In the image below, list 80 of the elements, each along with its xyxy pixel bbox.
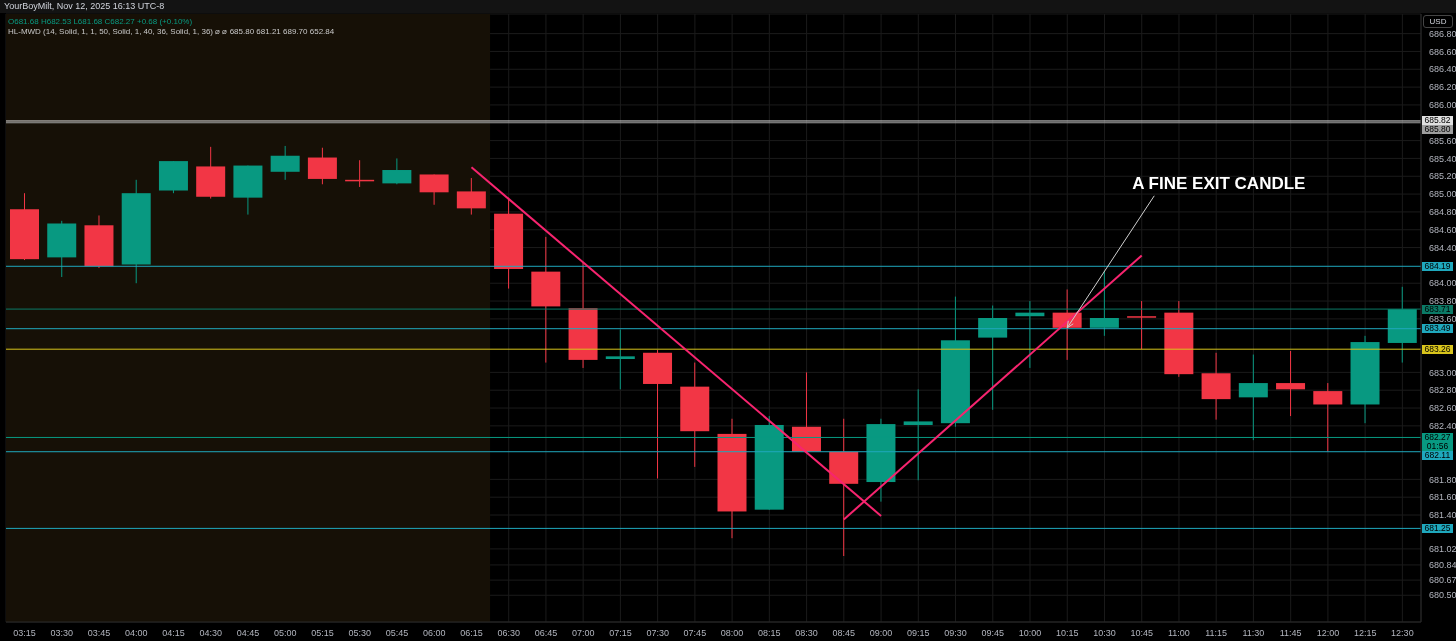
x-tick-label: 07:45 bbox=[683, 628, 707, 639]
x-tick-label: 10:15 bbox=[1055, 628, 1079, 639]
x-tick-label: 09:00 bbox=[869, 628, 893, 639]
y-tick-label: 681.02 bbox=[1429, 544, 1456, 555]
annotation: A FINE EXIT CANDLE bbox=[1132, 173, 1306, 194]
x-tick-label: 11:45 bbox=[1279, 628, 1302, 639]
y-tick-label: 681.80 bbox=[1429, 474, 1456, 485]
x-tick-label: 06:00 bbox=[422, 628, 446, 639]
y-tick-label: 683.00 bbox=[1429, 367, 1456, 378]
y-tick-label: 682.40 bbox=[1429, 421, 1456, 432]
y-tick-label: 686.80 bbox=[1429, 28, 1456, 39]
ref-line-label: 683.71 bbox=[1422, 303, 1453, 314]
y-tick-label: 680.50 bbox=[1429, 590, 1456, 601]
y-tick-label: 682.80 bbox=[1429, 385, 1456, 396]
x-tick-label: 08:15 bbox=[758, 628, 781, 639]
x-tick-label: 04:15 bbox=[162, 628, 185, 639]
x-tick-label: 11:30 bbox=[1242, 628, 1265, 639]
y-tick-label: 686.20 bbox=[1429, 82, 1456, 93]
x-tick-label: 03:15 bbox=[13, 628, 36, 639]
x-tick-label: 12:00 bbox=[1316, 628, 1340, 639]
y-tick-label: 682.60 bbox=[1429, 403, 1456, 414]
ref-line-label: 683.26 bbox=[1422, 343, 1453, 354]
y-tick-label: 681.40 bbox=[1429, 510, 1456, 521]
y-tick-label: 685.20 bbox=[1429, 171, 1456, 182]
candlestick bbox=[1276, 350, 1306, 417]
x-tick-label: 11:15 bbox=[1205, 628, 1228, 639]
ref-line-label: 685.82 bbox=[1422, 115, 1453, 126]
x-tick-label: 07:15 bbox=[609, 628, 632, 639]
x-tick-label: 09:30 bbox=[944, 628, 967, 639]
x-tick-label: 05:30 bbox=[348, 628, 372, 639]
y-tick-label: 683.60 bbox=[1429, 314, 1456, 325]
y-tick-label: 680.84 bbox=[1429, 560, 1456, 571]
x-tick-label: 07:00 bbox=[571, 628, 595, 639]
x-tick-label: 04:45 bbox=[236, 628, 260, 639]
ref-line-label: 682.11 bbox=[1422, 449, 1453, 460]
x-tick-label: 12:15 bbox=[1353, 628, 1377, 639]
x-tick-label: 08:45 bbox=[832, 628, 856, 639]
x-tick-label: 04:00 bbox=[125, 628, 148, 639]
y-tick-label: 686.40 bbox=[1429, 64, 1456, 75]
x-tick-label: 10:00 bbox=[1018, 628, 1042, 639]
x-tick-label: 09:45 bbox=[981, 628, 1005, 639]
y-tick-label: 685.40 bbox=[1429, 153, 1456, 164]
x-tick-label: 08:30 bbox=[795, 628, 818, 639]
text: USD bbox=[1423, 15, 1453, 28]
y-tick-label: 684.40 bbox=[1429, 242, 1456, 253]
annotation: O681.68 H682.53 L681.68 C682.27 +0.68 (+0.10%) bbox=[8, 17, 193, 27]
y-tick-label: 684.00 bbox=[1429, 278, 1456, 289]
annotation: HL-MWD (14, Solid, 1, 1, 50, Solid, 1, 40, 36, Solid, 1, 36) ⌀ ⌀ 685.80 681.21 689.70 652.84 bbox=[8, 27, 335, 37]
ref-line-label: 682.27 01:56 bbox=[1422, 431, 1453, 451]
y-tick-label: 685.60 bbox=[1429, 135, 1456, 146]
candlestick bbox=[1127, 300, 1157, 350]
y-tick-label: 686.00 bbox=[1429, 100, 1456, 111]
y-tick-label: 685.00 bbox=[1429, 189, 1456, 200]
x-tick-label: 10:30 bbox=[1093, 628, 1116, 639]
x-tick-label: 06:30 bbox=[497, 628, 520, 639]
ref-line-label: 685.80 bbox=[1422, 124, 1453, 135]
y-tick-label: 681.60 bbox=[1429, 492, 1456, 503]
x-tick-label: 05:45 bbox=[385, 628, 409, 639]
x-tick-label: 06:15 bbox=[460, 628, 483, 639]
x-tick-label: 11:00 bbox=[1168, 628, 1190, 639]
x-tick-label: 03:30 bbox=[50, 628, 74, 639]
x-tick-label: 04:30 bbox=[199, 628, 223, 639]
x-tick-label: 05:00 bbox=[274, 628, 297, 639]
candlestick bbox=[605, 329, 635, 390]
y-tick-label: 686.60 bbox=[1429, 46, 1456, 57]
x-tick-label: 06:45 bbox=[534, 628, 558, 639]
y-tick-label: 680.67 bbox=[1429, 575, 1456, 586]
x-tick-label: 05:15 bbox=[311, 628, 334, 639]
x-tick-label: 08:00 bbox=[720, 628, 744, 639]
x-tick-label: 09:15 bbox=[907, 628, 930, 639]
x-tick-label: 07:30 bbox=[646, 628, 669, 639]
x-tick-label: 12:30 bbox=[1391, 628, 1414, 639]
x-tick-label: 03:45 bbox=[87, 628, 111, 639]
ref-line-label: 683.49 bbox=[1422, 323, 1453, 334]
text: YourBoyMilt, Nov 12, 2025 16:13 UTC-8 bbox=[0, 0, 1456, 13]
ref-line-label: 684.19 bbox=[1422, 260, 1453, 271]
y-tick-label: 684.80 bbox=[1429, 207, 1456, 218]
x-tick-label: 10:45 bbox=[1130, 628, 1153, 639]
y-tick-label: 684.60 bbox=[1429, 224, 1456, 235]
ref-line-label: 681.25 bbox=[1422, 522, 1453, 533]
